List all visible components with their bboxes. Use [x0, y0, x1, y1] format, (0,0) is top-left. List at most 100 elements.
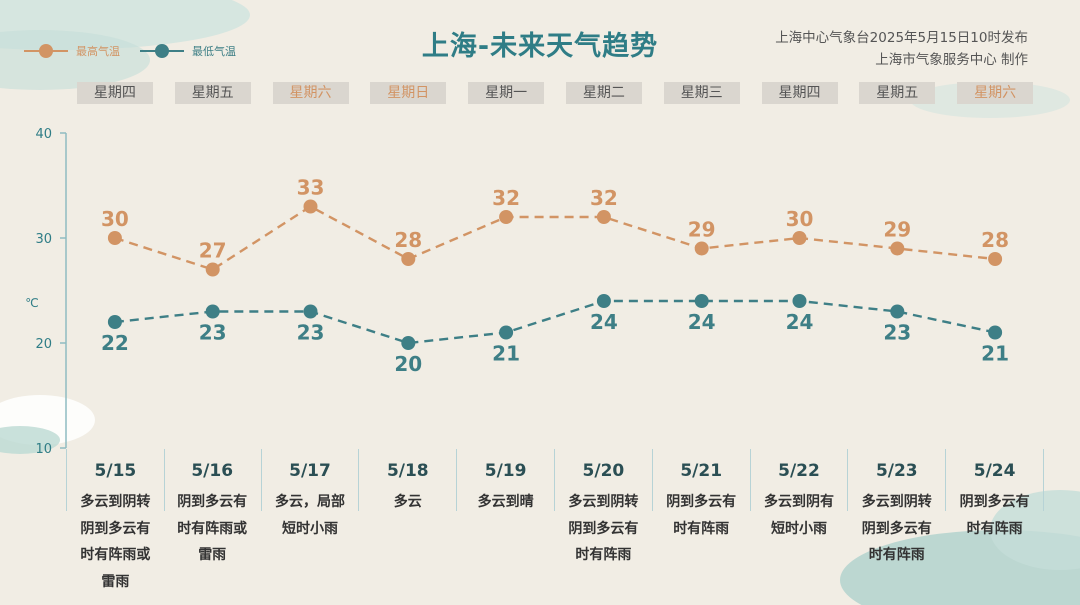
forecast-column: 5/16 阴到多云有 时有阵雨或 雷雨: [164, 449, 262, 563]
high-temp-label: 30: [101, 207, 129, 231]
chart-title: 上海-未来天气趋势: [421, 31, 659, 62]
date-label: 5/24: [973, 461, 1016, 481]
forecast-column: 5/24 阴到多云有 时有阵雨: [946, 449, 1044, 537]
weather-description: 阴到多云有 时有阵雨: [666, 494, 737, 537]
forecast-column: 5/18 多云: [359, 449, 458, 511]
y-tick-label: 10: [35, 442, 52, 457]
weather-description: 多云，局部 短时小雨: [274, 494, 345, 537]
forecast-column: 5/23 多云到阴转 阴到多云有 时有阵雨: [848, 449, 947, 563]
date-label: 5/20: [582, 461, 625, 481]
forecast-column: 5/22 多云到阴有 短时小雨: [751, 449, 849, 537]
weekday-label: 星期四: [761, 82, 838, 104]
issuer-info: 上海中心气象台2025年5月15日10时发布 上海市气象服务中心 制作: [775, 27, 1028, 71]
legend-high: 最高气温: [24, 41, 120, 61]
high-temp-label: 32: [590, 186, 618, 210]
low-temp-label: 24: [786, 310, 814, 334]
low-temp-point: [596, 294, 611, 308]
low-temp-point: [694, 294, 709, 308]
high-temp-point: [499, 210, 514, 224]
low-temp-line: [114, 299, 996, 345]
date-label: 5/21: [680, 461, 723, 481]
legend-high-label: 最高气温: [76, 45, 120, 58]
forecast-column: 5/19 多云到晴: [457, 449, 555, 511]
low-temp-label: 24: [688, 310, 716, 334]
weather-description: 多云: [393, 494, 422, 510]
weather-description: 多云到晴: [477, 494, 534, 510]
date-label: 5/16: [191, 461, 234, 481]
date-label: 5/23: [875, 461, 918, 481]
high-temp-point: [303, 199, 318, 214]
low-temp-label: 21: [492, 342, 520, 366]
high-temp-point: [890, 241, 905, 256]
high-temp-point: [401, 252, 416, 266]
high-temp-point: [694, 241, 709, 256]
weather-description: 多云到阴转 阴到多云有 时有阵雨或 雷雨: [80, 494, 151, 590]
low-temp-point: [792, 294, 807, 308]
high-temp-label: 32: [492, 186, 520, 210]
low-temp-label: 22: [101, 331, 129, 355]
y-tick-label: 20: [35, 337, 52, 352]
high-temp-label: 27: [199, 239, 227, 263]
low-temp-label: 23: [199, 321, 227, 345]
weekday-label: 星期五: [174, 82, 251, 104]
low-temp-label: 20: [394, 352, 422, 376]
high-temp-point: [596, 210, 611, 224]
high-temp-point: [205, 262, 220, 277]
weekday-label: 星期一: [468, 82, 545, 104]
legend-low-label: 最低气温: [192, 45, 236, 58]
weather-description: 阴到多云有 时有阵雨: [959, 494, 1030, 537]
y-tick-label: 40: [35, 127, 52, 142]
weekday-label: 星期六: [272, 82, 349, 104]
weather-description: 阴到多云有 时有阵雨或 雷雨: [177, 494, 248, 563]
low-temp-label: 23: [297, 321, 325, 345]
high-temp-point: [792, 231, 807, 245]
low-temp-label: 23: [883, 321, 911, 345]
legend-high-marker: [24, 44, 68, 58]
low-temp-point: [499, 325, 514, 340]
weekday-label: 星期三: [663, 82, 740, 104]
date-label: 5/22: [778, 461, 820, 481]
high-temp-point: [988, 252, 1003, 266]
low-temp-point: [205, 304, 220, 319]
legend-low: 最低气温: [140, 41, 236, 61]
high-temp-line: [114, 205, 996, 271]
legend-low-marker: [140, 44, 184, 58]
weather-description: 多云到阴转 阴到多云有 时有阵雨: [861, 494, 932, 563]
forecast-column: 5/21 阴到多云有 时有阵雨: [653, 449, 751, 537]
forecast-column: 5/17 多云，局部 短时小雨: [262, 449, 360, 537]
forecast-column: 5/20 多云到阴转 阴到多云有 时有阵雨: [555, 449, 653, 563]
weekday-label: 星期五: [859, 82, 936, 104]
weather-description: 多云到阴有 短时小雨: [763, 494, 834, 537]
weekday-label: 星期二: [565, 82, 642, 104]
low-temp-point: [890, 304, 905, 319]
low-temp-point: [401, 336, 416, 350]
issuer-line-2: 上海市气象服务中心 制作: [875, 52, 1028, 68]
weekday-label: 星期四: [76, 82, 153, 104]
low-temp-point: [303, 304, 318, 319]
low-temp-point: [988, 325, 1003, 340]
weekday-label: 星期六: [957, 82, 1034, 104]
date-label: 5/19: [484, 461, 527, 481]
y-axis-label: ℃: [25, 296, 38, 310]
weekday-row: 星期四 星期五 星期六 星期日 星期一 星期二 星期三 星期四 星期五 星期六: [0, 82, 1080, 106]
low-temp-label: 21: [981, 342, 1009, 366]
low-temp-label: 24: [590, 310, 618, 334]
weekday-label: 星期日: [370, 82, 447, 104]
issuer-line-1: 上海中心气象台2025年5月15日10时发布: [775, 30, 1028, 46]
low-temp-point: [107, 315, 122, 329]
high-temp-label: 28: [981, 228, 1009, 252]
forecast-column: 5/15 多云到阴转 阴到多云有 时有阵雨或 雷雨: [66, 449, 165, 590]
high-temp-label: 29: [883, 218, 911, 242]
weather-description: 多云到阴转 阴到多云有 时有阵雨: [568, 494, 639, 563]
date-label: 5/18: [386, 461, 429, 481]
date-label: 5/15: [94, 461, 137, 481]
high-temp-point: [107, 231, 122, 245]
high-temp-label: 33: [297, 176, 325, 200]
high-temp-label: 28: [394, 228, 422, 252]
high-temp-label: 30: [786, 207, 814, 231]
y-tick-label: 30: [35, 232, 52, 247]
high-temp-label: 29: [688, 218, 716, 242]
date-label: 5/17: [289, 461, 331, 481]
